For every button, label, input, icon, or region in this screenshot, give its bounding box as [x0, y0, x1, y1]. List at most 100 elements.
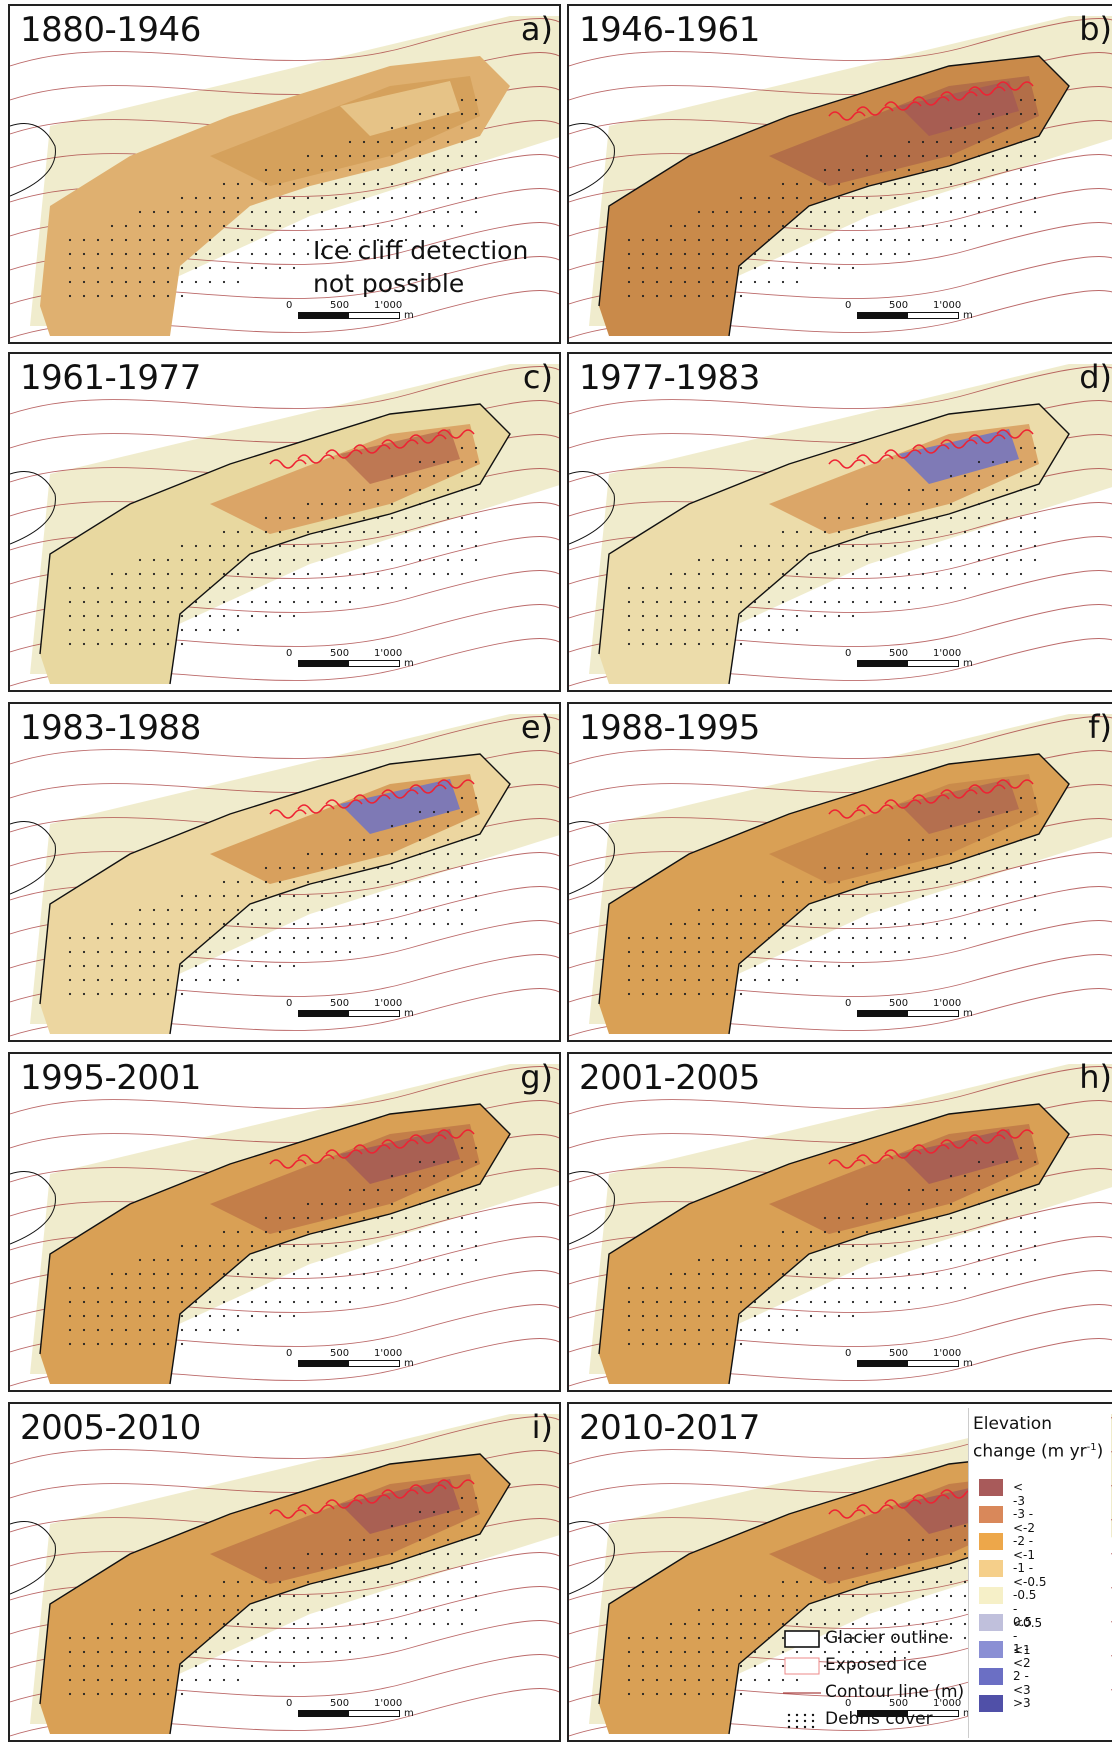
contour-line	[10, 366, 559, 415]
exposed-ice	[297, 1154, 335, 1164]
legend-contour-line: Contour line (m)	[783, 1680, 973, 1707]
scale-label-1000: 1'000	[933, 648, 962, 659]
debris-cover	[627, 1146, 1037, 1346]
exposed-ice	[912, 1494, 950, 1504]
scale-label-1000: 1'000	[933, 998, 962, 1009]
exposed-ice	[856, 106, 894, 116]
glacier-outline	[598, 753, 1070, 1035]
scale-label-1000: 1'000	[374, 300, 403, 311]
map-panel-e: 1983-1988 e) 0 500 1'000 m	[8, 702, 561, 1042]
scale-unit: m	[963, 658, 973, 669]
scale-bar: 0 500 1'000 m	[845, 1348, 975, 1370]
scale-bar: 0 500 1'000 m	[286, 648, 416, 670]
debris-cover	[627, 98, 1037, 298]
scale-label-1000: 1'000	[933, 1698, 962, 1709]
exposed-ice	[269, 1159, 307, 1169]
legend-label: 1 - <2	[1013, 1642, 1031, 1670]
scale-label-0: 0	[845, 300, 852, 311]
debris-cover	[627, 796, 1037, 996]
scale-unit: m	[963, 1358, 973, 1369]
exposed-ice	[353, 1494, 391, 1504]
scale-bar-graphic	[857, 1010, 959, 1017]
moraine-outline	[569, 1171, 615, 1245]
contour-line	[10, 716, 559, 765]
scale-unit: m	[404, 658, 414, 669]
contour-line	[569, 18, 1112, 67]
exposed-ice	[912, 444, 950, 454]
contour-line	[10, 1066, 559, 1115]
legend-swatch	[979, 1479, 1003, 1496]
panel-letter: b)	[1079, 10, 1112, 48]
debris-cover	[627, 446, 1037, 646]
scale-label-0: 0	[845, 998, 852, 1009]
legend-glacier-outline: Glacier outline	[783, 1626, 973, 1653]
exposed-ice	[269, 459, 307, 469]
panel-period-title: 2010-2017	[579, 1408, 760, 1448]
scale-unit: m	[963, 310, 973, 321]
map-panel-c: 1961-1977 c) 0 500 1'000 m	[8, 352, 561, 692]
exposed-ice	[884, 1499, 922, 1509]
map-panel-g: 1995-2001 g) 0 500 1'000 m	[8, 1052, 561, 1392]
scale-bar-graphic	[298, 1360, 400, 1367]
exposed-ice	[996, 1129, 1034, 1139]
glacier-map	[10, 16, 559, 339]
exposed-ice	[353, 444, 391, 454]
panel-letter: g)	[520, 1058, 553, 1096]
glacier-outline	[39, 753, 511, 1035]
glacier-outline	[598, 403, 1070, 685]
moraine-outline	[569, 821, 615, 895]
glacier-outline	[39, 1453, 511, 1735]
legend-swatch	[979, 1506, 1003, 1523]
glacier-outline	[598, 55, 1070, 337]
exposed-ice	[912, 96, 950, 106]
exposed-ice	[884, 1149, 922, 1159]
scale-bar-graphic	[857, 1360, 959, 1367]
legend-swatch	[979, 1668, 1003, 1685]
glacier-outline	[39, 1103, 511, 1385]
moraine-outline	[569, 1521, 615, 1595]
scale-bar-graphic	[298, 660, 400, 667]
panel-letter: d)	[1079, 358, 1112, 396]
scale-bar-graphic	[298, 312, 400, 319]
scale-label-500: 500	[330, 998, 350, 1009]
scale-bar-graphic	[298, 1710, 400, 1717]
panel-letter: i)	[531, 1408, 553, 1446]
exposed-ice	[437, 1479, 475, 1489]
legend-swatch	[979, 1587, 1003, 1604]
panel-period-title: 2005-2010	[20, 1408, 201, 1448]
exposed-ice	[884, 799, 922, 809]
legend-swatch	[979, 1641, 1003, 1658]
scale-bar-graphic	[857, 1710, 959, 1717]
map-panel-h: 2001-2005 h) 0 500 1'000 m	[567, 1052, 1112, 1392]
scale-bar: 0 500 1'000 m	[845, 1698, 975, 1720]
scale-label-500: 500	[889, 1348, 909, 1359]
scale-label-0: 0	[286, 648, 293, 659]
glacier-map	[10, 1064, 559, 1387]
legend-swatch	[979, 1560, 1003, 1577]
debris-cover	[68, 98, 478, 298]
scale-label-500: 500	[889, 1698, 909, 1709]
contour-line	[569, 1066, 1112, 1115]
glacier-outline	[39, 403, 511, 685]
exposed-ice	[996, 81, 1034, 91]
legend-label: >3	[1013, 1696, 1031, 1710]
contour-line	[10, 18, 559, 67]
scale-label-1000: 1'000	[374, 998, 403, 1009]
exposed-ice	[856, 1504, 894, 1514]
glacier-map	[10, 1414, 559, 1737]
scale-label-0: 0	[286, 998, 293, 1009]
scale-label-0: 0	[845, 1698, 852, 1709]
panel-letter: c)	[522, 358, 553, 396]
scale-label-1000: 1'000	[933, 1348, 962, 1359]
scale-label-0: 0	[845, 1348, 852, 1359]
exposed-ice	[381, 1139, 419, 1149]
scale-unit: m	[404, 1708, 414, 1719]
exposed-ice	[381, 439, 419, 449]
scale-label-500: 500	[889, 300, 909, 311]
panel-period-title: 1961-1977	[20, 358, 201, 398]
scale-unit: m	[404, 1008, 414, 1019]
exposed-ice	[884, 101, 922, 111]
exposed-ice	[968, 86, 1006, 96]
exposed-ice	[940, 91, 978, 101]
exposed-ice	[912, 794, 950, 804]
